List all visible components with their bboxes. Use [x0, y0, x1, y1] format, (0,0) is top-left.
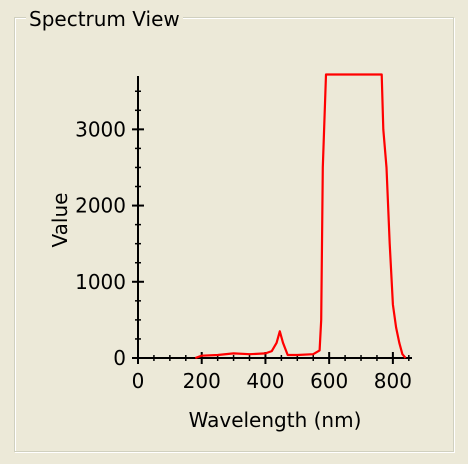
series-layer — [194, 73, 407, 360]
x-axis-label: Wavelength (nm) — [189, 408, 362, 432]
y-tick-label: 2000 — [75, 194, 126, 218]
group-title: Spectrum View — [26, 7, 183, 31]
x-tick-label: 200 — [183, 369, 221, 393]
ticks: 0 1000 2000 3000 0 200 400 600 800 — [75, 90, 412, 393]
x-tick-label: 400 — [246, 369, 284, 393]
spectrum-view-groupbox — [14, 17, 454, 452]
x-tick-label: 600 — [310, 369, 348, 393]
x-tick-label: 0 — [132, 369, 145, 393]
y-axis-label: Value — [48, 193, 72, 248]
y-tick-label: 0 — [113, 346, 126, 370]
spectrum-line — [194, 73, 407, 360]
axes — [137, 76, 412, 359]
y-tick-label: 1000 — [75, 270, 126, 294]
x-tick-label: 800 — [374, 369, 412, 393]
y-tick-label: 3000 — [75, 117, 126, 141]
